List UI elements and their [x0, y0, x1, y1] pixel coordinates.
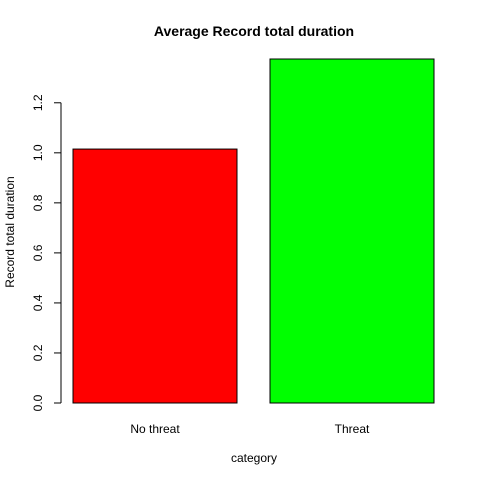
x-tick-label: No threat: [130, 422, 180, 436]
y-tick-label: 0.4: [31, 294, 45, 311]
bar-no-threat: [72, 148, 238, 404]
chart-title: Average Record total duration: [154, 23, 354, 39]
y-tick-label: 0.2: [31, 344, 45, 361]
y-axis: 0.0 0.2 0.4 0.6 0.8 1.0 1.2: [31, 94, 62, 411]
bar-threat: [269, 58, 435, 404]
y-tick-label: 0.8: [31, 194, 45, 211]
x-axis-label: category: [231, 451, 277, 465]
y-axis-label: Record total duration: [3, 176, 17, 287]
y-tick-label: 1.0: [31, 144, 45, 161]
y-tick-label: 0.6: [31, 244, 45, 261]
y-tick-label: 0.0: [31, 394, 45, 411]
y-tick-label: 1.2: [31, 94, 45, 111]
x-tick-label: Threat: [335, 422, 370, 436]
x-category-labels: No threat Threat: [130, 422, 370, 436]
bars-group: [72, 58, 435, 404]
